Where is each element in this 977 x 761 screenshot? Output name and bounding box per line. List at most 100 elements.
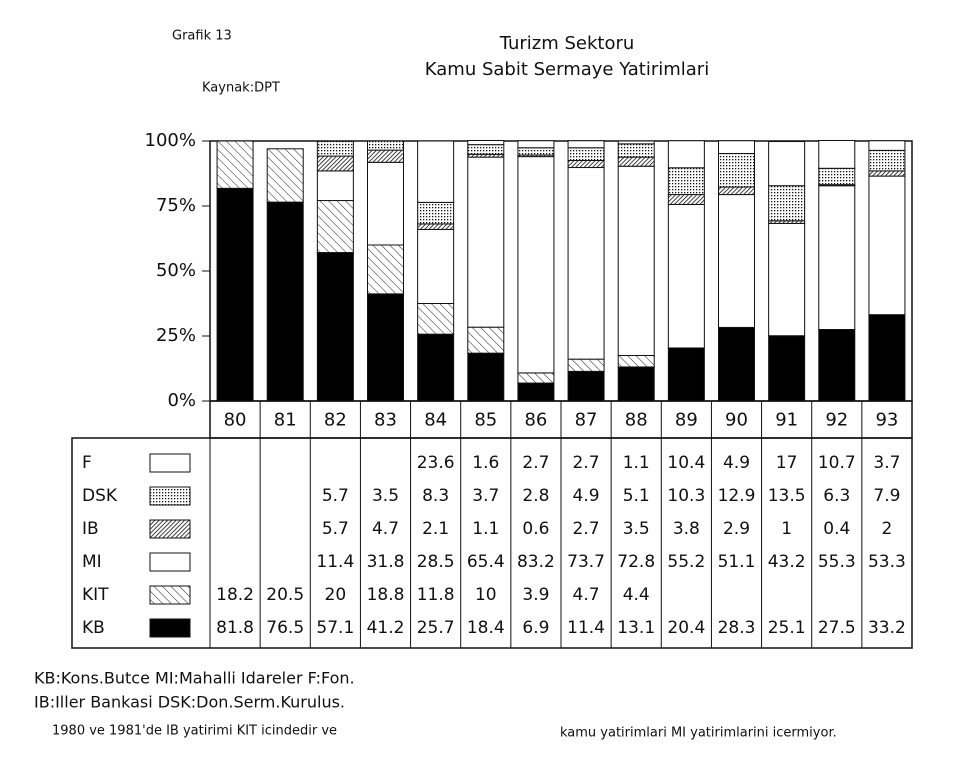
x-tick-label: 81 bbox=[274, 410, 297, 431]
legend-label: F bbox=[82, 453, 92, 473]
table-value: 1.1 bbox=[623, 453, 650, 473]
bar-segment bbox=[567, 160, 605, 169]
table-value: 5.7 bbox=[322, 519, 349, 539]
bar-segment bbox=[567, 140, 605, 149]
bar-segment bbox=[417, 303, 455, 335]
table-value: 3.5 bbox=[372, 486, 399, 506]
x-tick-label: 91 bbox=[775, 410, 798, 431]
bar-segment bbox=[617, 366, 655, 402]
bar-segment bbox=[868, 170, 906, 177]
table-value: 3.7 bbox=[472, 486, 499, 506]
legend-swatch bbox=[149, 453, 191, 473]
table-value: 5.7 bbox=[322, 486, 349, 506]
table-value: 55.2 bbox=[667, 552, 705, 572]
table-value: 17 bbox=[776, 453, 798, 473]
x-tick-label: 82 bbox=[324, 410, 347, 431]
source: Kaynak:DPT bbox=[202, 81, 280, 96]
table-value: 4.4 bbox=[623, 585, 650, 605]
x-tick-label: 80 bbox=[224, 410, 247, 431]
x-tick-label: 85 bbox=[474, 410, 497, 431]
table-value: 2 bbox=[882, 519, 893, 539]
table-value: 4.9 bbox=[723, 453, 750, 473]
table-value: 2.8 bbox=[522, 486, 549, 506]
bar-segment bbox=[216, 187, 254, 402]
bar-segment bbox=[667, 140, 705, 169]
x-tick-label: 92 bbox=[825, 410, 848, 431]
bar-segment bbox=[316, 200, 354, 254]
bar-segment bbox=[367, 161, 404, 246]
legend-swatch bbox=[149, 585, 191, 605]
table-value: 1 bbox=[781, 519, 792, 539]
table-value: 10.3 bbox=[667, 486, 705, 506]
bar-segment bbox=[367, 244, 404, 295]
table-value: 23.6 bbox=[417, 453, 455, 473]
table-value: 10 bbox=[475, 585, 497, 605]
legend-label: DSK bbox=[82, 486, 118, 506]
table-value: 28.3 bbox=[718, 618, 756, 638]
bar-segment bbox=[768, 335, 806, 402]
bar-segment bbox=[617, 140, 655, 145]
table-value: 33.2 bbox=[868, 618, 906, 638]
table-value: 18.2 bbox=[216, 585, 254, 605]
bar-segment bbox=[467, 352, 505, 402]
table-value: 3.5 bbox=[623, 519, 650, 539]
bar-segment bbox=[367, 149, 404, 163]
table-value: 81.8 bbox=[216, 618, 254, 638]
chart-label: Grafik 13 bbox=[172, 29, 232, 44]
table-value: 72.8 bbox=[617, 552, 655, 572]
table-value: 4.7 bbox=[372, 519, 399, 539]
bar-segment bbox=[517, 140, 555, 149]
bar-segment bbox=[467, 139, 505, 146]
bar-segment bbox=[316, 140, 354, 157]
bar-segment bbox=[868, 140, 906, 151]
bar-segment bbox=[517, 156, 555, 374]
bar-segment bbox=[818, 185, 856, 330]
table-value: 31.8 bbox=[367, 552, 405, 572]
bar-segment bbox=[417, 201, 455, 225]
table-value: 2.1 bbox=[422, 519, 449, 539]
bar-segment bbox=[868, 314, 906, 402]
note: KB:Kons.Butce MI:Mahalli Idareler F:Fon. bbox=[34, 669, 355, 688]
bar-segment bbox=[266, 148, 304, 203]
table-value: 4.7 bbox=[573, 585, 600, 605]
bar-segment bbox=[718, 186, 755, 196]
bar-segment bbox=[617, 165, 655, 356]
table-value: 73.7 bbox=[567, 552, 605, 572]
bar-segment bbox=[517, 382, 555, 402]
bar-segment bbox=[266, 201, 304, 402]
chart-subtitle: Kamu Sabit Sermaye Yatirimlari bbox=[425, 59, 709, 80]
note: kamu yatirimlari MI yatirimlarini icermi… bbox=[560, 726, 837, 741]
table-value: 2.7 bbox=[573, 453, 600, 473]
y-tick-label: 100% bbox=[145, 130, 196, 151]
bar-segment bbox=[667, 194, 705, 205]
table-value: 18.4 bbox=[467, 618, 505, 638]
bar-segment bbox=[818, 139, 856, 169]
bar-segment bbox=[768, 185, 806, 222]
x-tick-label: 89 bbox=[675, 410, 698, 431]
x-tick-label: 84 bbox=[424, 410, 447, 431]
x-tick-label: 93 bbox=[875, 410, 898, 431]
bar-segment bbox=[617, 156, 655, 167]
bar-segment bbox=[417, 228, 455, 304]
y-tick-label: 50% bbox=[156, 260, 196, 281]
table-value: 41.2 bbox=[367, 618, 405, 638]
table-value: 4.9 bbox=[573, 486, 600, 506]
table-value: 20.4 bbox=[667, 618, 705, 638]
x-tick-label: 88 bbox=[625, 410, 648, 431]
bar-segment bbox=[367, 140, 404, 151]
legend-swatch bbox=[149, 552, 191, 572]
bar-segment bbox=[567, 167, 605, 360]
bar-segment bbox=[417, 223, 455, 230]
table-value: 0.6 bbox=[522, 519, 549, 539]
table-frame bbox=[71, 437, 913, 649]
table-value: 57.1 bbox=[316, 618, 354, 638]
table-value: 2.7 bbox=[573, 519, 600, 539]
bar-segment bbox=[567, 358, 605, 372]
bar-segment bbox=[617, 355, 655, 368]
bar-segment bbox=[617, 143, 655, 158]
bar-segment bbox=[316, 170, 354, 202]
table-value: 12.9 bbox=[718, 486, 756, 506]
bar-segment bbox=[467, 144, 505, 155]
bar-segment bbox=[718, 140, 755, 154]
bar-segment bbox=[417, 333, 455, 402]
